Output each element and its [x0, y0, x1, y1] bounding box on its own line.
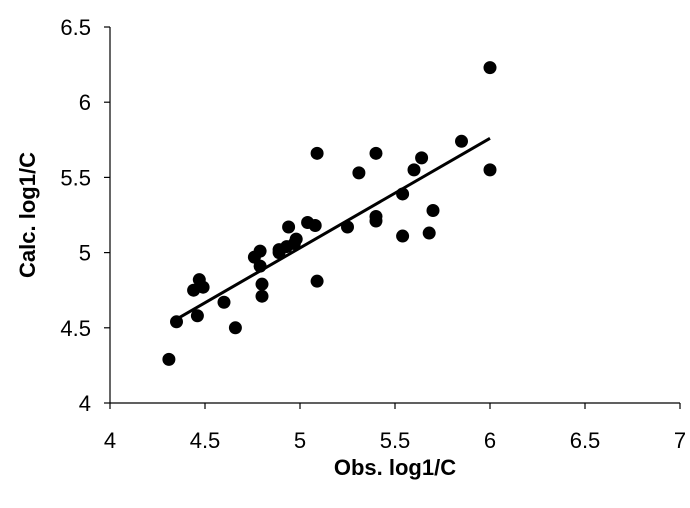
data-point [455, 134, 468, 148]
data-point [352, 166, 366, 180]
data-point [253, 244, 267, 258]
data-point [255, 277, 269, 291]
y-axis-ticks: 4 4.5 5 5.5 6 6.5 [60, 15, 110, 416]
data-point [422, 226, 436, 240]
trendline-group [173, 136, 491, 322]
data-point [310, 274, 324, 288]
data-point [190, 309, 204, 323]
data-point [407, 163, 421, 177]
y-axis-title: Calc. log1/C [15, 152, 40, 278]
data-point [369, 214, 383, 228]
data-points [162, 61, 497, 366]
x-tick-label: 5 [294, 428, 306, 453]
y-tick-label: 5.5 [60, 165, 91, 190]
x-tick-label: 6.5 [570, 428, 601, 453]
data-point [396, 187, 410, 201]
x-tick-label: 4 [104, 428, 116, 453]
y-tick-label: 4 [79, 391, 91, 416]
data-point [289, 232, 303, 246]
x-tick-label: 5.5 [380, 428, 411, 453]
x-axis-ticks: 4 4.5 5 5.5 6 6.5 7 [104, 403, 686, 453]
data-point [162, 352, 176, 366]
data-point [255, 289, 269, 303]
trendline [173, 136, 491, 322]
x-axis-title: Obs. log1/C [334, 455, 456, 480]
data-point [196, 280, 210, 294]
y-tick-label: 6 [79, 90, 91, 115]
x-tick-label: 6 [484, 428, 496, 453]
y-tick-label: 5 [79, 241, 91, 266]
axes [109, 27, 680, 404]
data-point [396, 229, 410, 243]
data-point [308, 219, 322, 233]
data-point [369, 146, 383, 160]
data-point [483, 61, 497, 75]
data-point [310, 146, 324, 160]
data-point [170, 315, 183, 329]
x-tick-label: 7 [674, 428, 686, 453]
data-point [341, 220, 354, 234]
data-point [483, 163, 497, 177]
data-point [282, 220, 296, 234]
data-point [253, 259, 267, 273]
x-tick-label: 4.5 [190, 428, 221, 453]
y-tick-label: 4.5 [60, 316, 91, 341]
y-tick-label: 6.5 [60, 15, 91, 40]
data-point [228, 321, 242, 335]
data-point [426, 203, 440, 217]
data-point [217, 295, 231, 309]
data-point [415, 151, 429, 165]
